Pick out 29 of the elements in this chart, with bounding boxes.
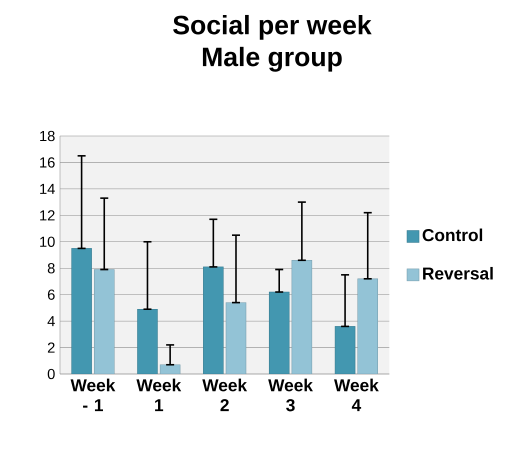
bar bbox=[203, 266, 224, 374]
y-tick-label: 4 bbox=[48, 316, 55, 326]
x-tick-label: Week 2 bbox=[202, 378, 248, 412]
y-tick-label: 8 bbox=[48, 263, 55, 274]
bar bbox=[226, 302, 246, 374]
y-tick-label: 18 bbox=[40, 130, 55, 142]
bar bbox=[292, 260, 312, 374]
bar bbox=[268, 292, 290, 374]
legend-label: Control bbox=[422, 228, 482, 242]
chart-title: Social per week bbox=[173, 14, 372, 40]
y-tick-label: 2 bbox=[48, 342, 55, 353]
y-tick-label: 6 bbox=[48, 290, 55, 300]
y-tick-label: 14 bbox=[40, 184, 55, 194]
bar bbox=[160, 364, 180, 374]
y-tick-label: 10 bbox=[40, 236, 55, 247]
x-tick-label: Week - 1 bbox=[70, 378, 116, 412]
legend-label: Reversal bbox=[423, 266, 493, 280]
x-tick-label: Week 4 bbox=[334, 378, 379, 412]
bar bbox=[137, 308, 158, 374]
y-tick-label: 0 bbox=[48, 368, 55, 380]
y-tick-label: 16 bbox=[40, 157, 55, 168]
bar bbox=[94, 269, 115, 374]
x-tick-label: Week 1 bbox=[136, 378, 182, 412]
bar bbox=[71, 248, 92, 374]
chart-subtitle: Male group bbox=[202, 46, 342, 72]
bar bbox=[334, 326, 356, 374]
y-tick-label: 12 bbox=[40, 210, 55, 220]
bar bbox=[357, 278, 378, 374]
x-tick-label: Week 3 bbox=[268, 378, 313, 412]
